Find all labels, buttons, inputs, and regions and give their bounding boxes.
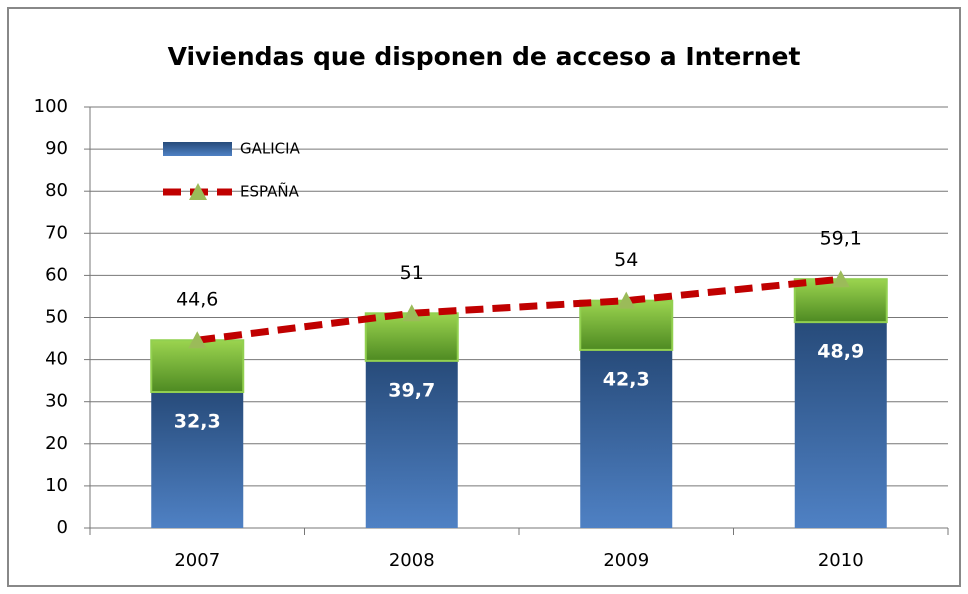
gap-box	[150, 339, 245, 394]
line-marker	[617, 291, 636, 309]
gap-box	[579, 299, 674, 351]
legend-label: ESPAÑA	[240, 182, 300, 201]
line-marker	[188, 331, 207, 349]
bar-value-label: 48,9	[817, 341, 864, 363]
line-marker	[402, 304, 421, 322]
bar	[580, 349, 673, 528]
bar	[794, 322, 887, 528]
y-tick-label: 80	[45, 180, 68, 201]
bar	[365, 360, 458, 528]
legend-marker	[189, 183, 207, 200]
y-tick-label: 20	[45, 433, 68, 454]
y-tick-label: 40	[45, 349, 68, 370]
line-value-label: 59,1	[820, 228, 862, 250]
y-tick-label: 100	[34, 96, 68, 117]
bar	[151, 392, 244, 528]
line-value-label: 44,6	[176, 289, 218, 311]
line-value-label: 54	[614, 249, 638, 271]
bar-value-label: 32,3	[174, 411, 221, 433]
line-value-label: 51	[400, 262, 424, 284]
y-tick-label: 90	[45, 138, 68, 159]
y-tick-label: 70	[45, 222, 68, 243]
x-tick-label: 2008	[389, 550, 435, 571]
y-tick-label: 30	[45, 391, 68, 412]
x-tick-label: 2007	[174, 550, 220, 571]
line-marker	[831, 270, 850, 288]
y-tick-label: 0	[57, 517, 68, 538]
chart-title: Viviendas que disponen de acceso a Inter…	[168, 42, 801, 71]
legend-swatch	[163, 142, 232, 156]
bar-value-label: 42,3	[603, 368, 650, 390]
y-tick-label: 60	[45, 264, 68, 285]
bar-value-label: 39,7	[388, 379, 435, 401]
y-tick-label: 50	[45, 307, 68, 328]
x-tick-label: 2009	[603, 550, 649, 571]
line	[196, 275, 842, 344]
legend-label: GALICIA	[240, 140, 301, 158]
x-tick-label: 2010	[818, 550, 864, 571]
y-tick-label: 10	[45, 475, 68, 496]
